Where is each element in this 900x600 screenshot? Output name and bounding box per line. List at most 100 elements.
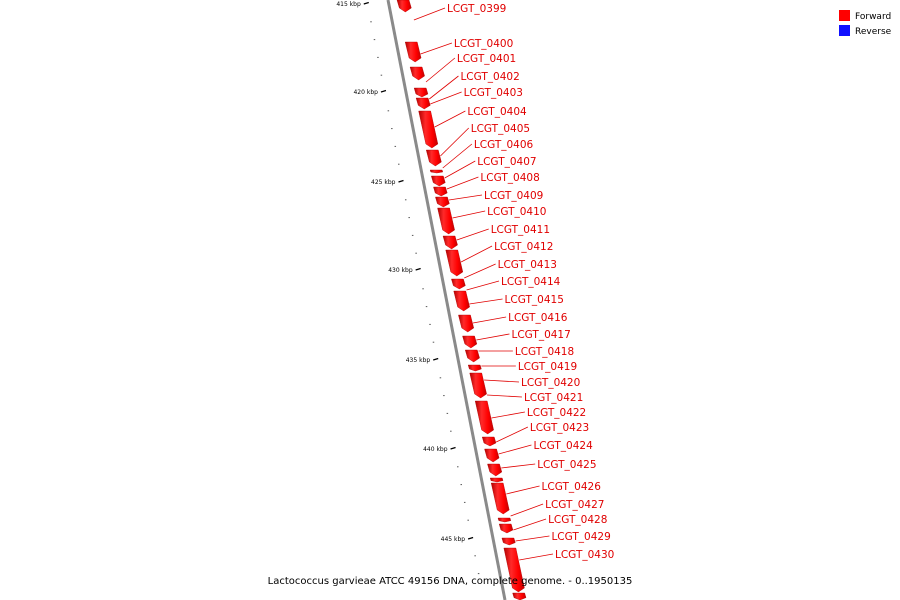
gene-label: LCGT_0410 bbox=[487, 206, 546, 218]
gene-feature bbox=[467, 364, 482, 372]
gene-feature bbox=[431, 175, 446, 187]
gene-annotation: LCGT_0425 bbox=[501, 459, 597, 471]
gene-label: LCGT_0424 bbox=[533, 440, 593, 452]
gene-feature bbox=[442, 235, 458, 250]
gene-label: LCGT_0401 bbox=[457, 53, 516, 65]
gene-feature bbox=[481, 436, 497, 447]
gene-label: LCGT_0421 bbox=[524, 392, 583, 404]
gene-annotation: LCGT_0407 bbox=[444, 156, 537, 179]
gene-annotation: LCGT_0414 bbox=[466, 276, 561, 291]
scale-tick: 420 kbp bbox=[353, 89, 387, 96]
gene-feature bbox=[487, 463, 503, 477]
gene-track bbox=[396, 0, 527, 600]
gene-feature bbox=[462, 335, 478, 349]
gene-feature bbox=[435, 196, 450, 208]
scale-tick-mark bbox=[433, 357, 439, 361]
gene-label: LCGT_0423 bbox=[530, 422, 589, 434]
gene-label: LCGT_0414 bbox=[501, 276, 561, 288]
gene-label: LCGT_0428 bbox=[548, 514, 607, 526]
gene-leader-line bbox=[440, 127, 470, 157]
gene-label: LCGT_0422 bbox=[527, 407, 586, 419]
legend-forward-swatch bbox=[839, 10, 850, 21]
gene-feature bbox=[451, 278, 466, 290]
gene-annotation: LCGT_0420 bbox=[484, 377, 580, 389]
gene-annotation: LCGT_0418 bbox=[478, 346, 574, 358]
gene-feature bbox=[489, 477, 504, 483]
gene-labels: LCGT_0399 LCGT_0400 LCGT_0401 LCGT_0402 LCGT… bbox=[413, 3, 614, 561]
gene-leader-line bbox=[425, 57, 456, 83]
gene-feature bbox=[498, 523, 514, 534]
scale-tick: 430 kbp bbox=[388, 267, 421, 274]
gene-annotation: LCGT_0402 bbox=[429, 71, 520, 100]
gene-annotation: LCGT_0427 bbox=[510, 499, 604, 517]
gene-label: LCGT_0412 bbox=[494, 241, 553, 253]
gene-leader-line bbox=[476, 333, 510, 341]
scale-tick-label: 425 kbp bbox=[371, 179, 396, 186]
genome-backbone bbox=[386, 0, 507, 600]
gene-label: LCGT_0419 bbox=[518, 361, 577, 373]
gene-annotation: LCGT_0422 bbox=[491, 407, 586, 419]
gene-annotation: LCGT_0412 bbox=[460, 241, 553, 263]
gene-leader-line bbox=[466, 280, 500, 291]
scale-tick-label: 420 kbp bbox=[353, 89, 378, 96]
gene-label: LCGT_0417 bbox=[511, 329, 570, 341]
scale-tick-mark bbox=[450, 446, 456, 450]
gene-label: LCGT_0430 bbox=[555, 549, 614, 561]
gene-leader-line bbox=[429, 75, 459, 100]
gene-leader-line bbox=[519, 553, 554, 561]
scale-tick: 415 kbp bbox=[336, 1, 369, 8]
gene-leader-line bbox=[430, 91, 462, 105]
gene-leader-line bbox=[452, 210, 486, 219]
gene-annotation: LCGT_0408 bbox=[446, 172, 540, 190]
gene-leader-line bbox=[413, 7, 446, 21]
gene-feature bbox=[501, 537, 516, 546]
scale-tick-label: 430 kbp bbox=[388, 267, 413, 274]
gene-leader-line bbox=[506, 485, 540, 495]
legend-reverse-swatch bbox=[839, 25, 850, 36]
gene-feature bbox=[458, 314, 474, 333]
gene-leader-line bbox=[510, 503, 544, 517]
gene-leader-line bbox=[442, 143, 473, 169]
gene-annotation: LCGT_0416 bbox=[472, 312, 568, 324]
scale-tick-label: 415 kbp bbox=[336, 1, 361, 8]
gene-feature bbox=[425, 149, 442, 167]
gene-feature bbox=[413, 87, 429, 98]
gene-annotation: LCGT_0430 bbox=[519, 549, 614, 561]
gene-leader-line bbox=[496, 426, 529, 443]
gene-annotation: LCGT_0415 bbox=[469, 294, 564, 306]
gene-feature bbox=[512, 592, 527, 600]
gene-leader-line bbox=[456, 228, 489, 241]
gene-annotation: LCGT_0421 bbox=[487, 392, 583, 404]
gene-annotation: LCGT_0419 bbox=[481, 361, 577, 373]
gene-label: LCGT_0427 bbox=[545, 499, 604, 511]
genome-caption: Lactococcus garvieae ATCC 49156 DNA, com… bbox=[267, 576, 633, 587]
gene-feature bbox=[396, 0, 412, 13]
gene-leader-line bbox=[464, 263, 496, 279]
gene-label: LCGT_0425 bbox=[537, 459, 596, 471]
gene-label: LCGT_0413 bbox=[498, 259, 557, 271]
gene-leader-line bbox=[469, 298, 503, 305]
scale-tick-mark bbox=[398, 179, 404, 183]
gene-label: LCGT_0402 bbox=[460, 71, 519, 83]
gene-feature bbox=[453, 290, 470, 312]
scale-tick: 445 kbp bbox=[441, 536, 474, 543]
gene-label: LCGT_0403 bbox=[464, 87, 523, 99]
gene-leader-line bbox=[515, 535, 550, 542]
legend-reverse-label: Reverse bbox=[855, 27, 892, 37]
gene-label: LCGT_0418 bbox=[515, 346, 574, 358]
gene-leader-line bbox=[434, 110, 466, 128]
gene-annotation: LCGT_0403 bbox=[430, 87, 523, 105]
gene-annotation: LCGT_0411 bbox=[456, 224, 550, 241]
gene-annotation: LCGT_0424 bbox=[498, 440, 593, 455]
gene-leader-line bbox=[420, 42, 453, 55]
gene-annotation: LCGT_0401 bbox=[425, 53, 516, 83]
gene-annotation: LCGT_0405 bbox=[440, 123, 530, 157]
gene-feature bbox=[490, 482, 510, 515]
gene-feature bbox=[474, 400, 494, 435]
scale-tick-label: 445 kbp bbox=[441, 536, 466, 543]
gene-feature bbox=[445, 249, 464, 277]
gene-annotation: LCGT_0429 bbox=[515, 531, 611, 543]
gene-leader-line bbox=[491, 411, 525, 419]
gene-leader-line bbox=[472, 316, 507, 324]
